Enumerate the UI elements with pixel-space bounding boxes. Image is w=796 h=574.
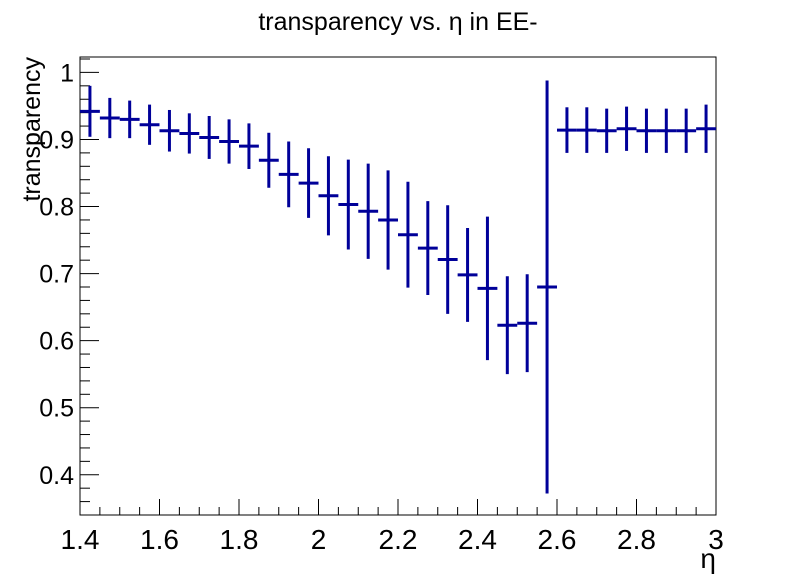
data-point [278,141,299,208]
data-point [696,104,716,153]
y-axis-tick-labels: 0.4 0.5 0.6 0.7 0.8 0.9 1 [39,59,74,489]
data-point [656,108,677,153]
data-point [557,107,577,153]
y-axis-label: transparency [18,57,46,202]
data-point [576,107,597,153]
x-tick-label: 1.6 [140,524,179,555]
x-tick-label: 1.8 [220,524,259,555]
x-tick-label: 2.4 [458,524,497,555]
x-tick-label: 2.6 [538,524,577,555]
data-point [199,116,220,159]
data-point [139,104,160,145]
data-point [537,80,557,494]
data-point [258,132,279,188]
x-tick-label: 2.8 [617,524,656,555]
data-point [99,97,120,139]
plot-frame [79,56,717,516]
data-point [417,201,438,296]
data-point [358,163,379,259]
data-point [219,119,239,164]
data-point [179,113,200,154]
y-tick-label: 0.8 [39,194,74,222]
y-axis-ticks [80,58,99,516]
data-point [80,85,100,137]
x-axis-label: η [700,543,716,574]
x-tick-label: 2 [311,524,327,555]
data-point [239,123,259,169]
y-tick-label: 0.6 [39,328,74,356]
data-point [437,205,458,314]
data-point [477,216,498,361]
data-point [497,276,518,375]
y-tick-label: 0.5 [39,395,74,423]
data-point [457,227,478,322]
data-point [338,159,359,250]
data-point [636,108,657,153]
data-point [159,109,180,152]
data-point [517,274,538,373]
y-tick-label: 1 [60,59,74,87]
x-tick-label: 3 [708,524,724,555]
data-point [378,170,398,270]
data-points [80,80,716,494]
x-axis-ticks [79,499,717,515]
x-tick-label: 1.4 [61,524,100,555]
y-tick-label: 0.4 [39,462,74,490]
y-tick-label: 0.7 [39,261,74,289]
data-point [596,108,617,153]
data-point [676,108,697,153]
data-point [119,100,140,139]
data-point [398,181,418,288]
chart-title: transparency vs. η in EE- [258,8,537,36]
y-tick-label: 0.9 [39,126,74,154]
data-point [318,156,339,236]
x-tick-label: 2.2 [379,524,418,555]
x-axis-tick-labels: 1.4 1.6 1.8 2 2.2 2.4 2.6 2.8 3 [61,524,724,555]
data-point [298,148,319,218]
data-point [616,106,637,151]
